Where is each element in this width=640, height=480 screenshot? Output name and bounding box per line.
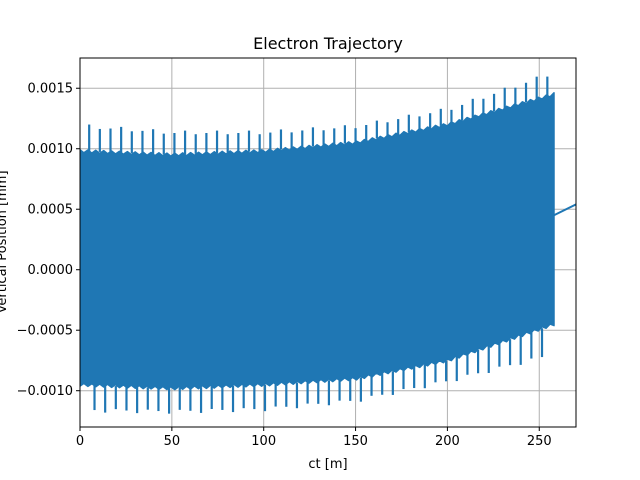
chart-title: Electron Trajectory	[253, 34, 403, 53]
plot-frame	[79, 57, 577, 428]
x-tick-label: 250	[527, 434, 552, 449]
x-tick-label: 0	[76, 434, 84, 449]
x-tick-label: 100	[251, 434, 276, 449]
x-tick-label: 200	[435, 434, 460, 449]
series-electron-trajectory	[80, 76, 576, 414]
y-tick-label: 0.0000	[28, 263, 74, 278]
y-tick-label: 0.0015	[28, 82, 74, 97]
y-tick-label: 0.0010	[28, 142, 74, 157]
y-tick-label: 0.0005	[28, 203, 74, 218]
y-tick-label: −0.0010	[17, 384, 73, 399]
y-tick-label: −0.0005	[17, 324, 73, 339]
x-tick-label: 150	[343, 434, 368, 449]
x-tick-label: 50	[164, 434, 181, 449]
x-axis-label: ct [m]	[308, 457, 347, 472]
y-axis-label: Vertical Position [mm]	[0, 170, 10, 313]
axis-ticks: 0 50 100 150 200 250 0.0015 0.0010 0.0005 0.0000 −…	[17, 82, 552, 449]
trajectory-tail	[553, 203, 576, 217]
